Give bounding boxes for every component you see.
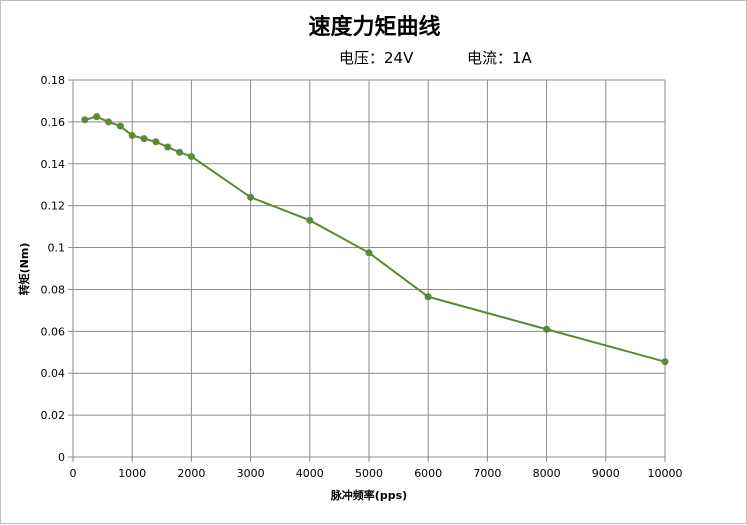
data-point xyxy=(424,293,432,301)
x-tick-label: 3000 xyxy=(237,467,265,480)
y-tick-label: 0.06 xyxy=(41,325,66,338)
x-tick-label: 10000 xyxy=(648,467,683,480)
data-series xyxy=(81,113,669,366)
data-point xyxy=(93,113,101,121)
data-point xyxy=(140,135,148,143)
y-axis-label: 转矩(Nm) xyxy=(17,243,31,296)
y-tick-label: 0.12 xyxy=(41,200,66,213)
data-point xyxy=(164,143,172,151)
x-tick-label: 8000 xyxy=(533,467,561,480)
x-axis-label: 脉冲频率(pps) xyxy=(330,488,407,502)
y-tick-label: 0.16 xyxy=(41,116,66,129)
x-tick-label: 7000 xyxy=(473,467,501,480)
data-point xyxy=(187,152,195,160)
y-tick-label: 0.1 xyxy=(48,242,66,255)
data-point xyxy=(116,122,124,130)
chart-title: 速度力矩曲线 xyxy=(308,15,441,40)
y-tick-label: 0.04 xyxy=(41,367,66,380)
data-point xyxy=(81,116,89,124)
data-point xyxy=(661,358,669,366)
data-point xyxy=(105,118,113,126)
data-point xyxy=(128,132,136,140)
x-tick-label: 0 xyxy=(70,467,77,480)
y-tick-label: 0.18 xyxy=(41,74,66,87)
x-tick-label: 1000 xyxy=(118,467,146,480)
data-point xyxy=(152,138,160,146)
data-point xyxy=(365,249,373,257)
y-tick-label: 0.14 xyxy=(41,158,66,171)
data-point xyxy=(543,325,551,333)
x-tick-label: 6000 xyxy=(414,467,442,480)
y-tick-label: 0.08 xyxy=(41,283,66,296)
y-tick-label: 0.02 xyxy=(41,409,66,422)
data-point xyxy=(247,193,255,201)
x-tick-label: 4000 xyxy=(296,467,324,480)
tick-labels: 0 0.02 0.04 0.06 0.08 0.1 0.12 0.14 0.16 0.18 0 100… xyxy=(41,74,683,480)
data-point xyxy=(176,148,184,156)
data-point xyxy=(306,216,314,224)
grid-lines xyxy=(72,79,666,458)
x-tick-label: 9000 xyxy=(592,467,620,480)
axes xyxy=(68,79,666,462)
voltage-subtitle: 电压：24V xyxy=(339,49,414,67)
series-line xyxy=(84,115,666,363)
y-tick-label: 0 xyxy=(58,451,65,464)
x-tick-label: 2000 xyxy=(177,467,205,480)
current-subtitle: 电流：1A xyxy=(467,49,532,67)
x-tick-label: 5000 xyxy=(355,467,383,480)
